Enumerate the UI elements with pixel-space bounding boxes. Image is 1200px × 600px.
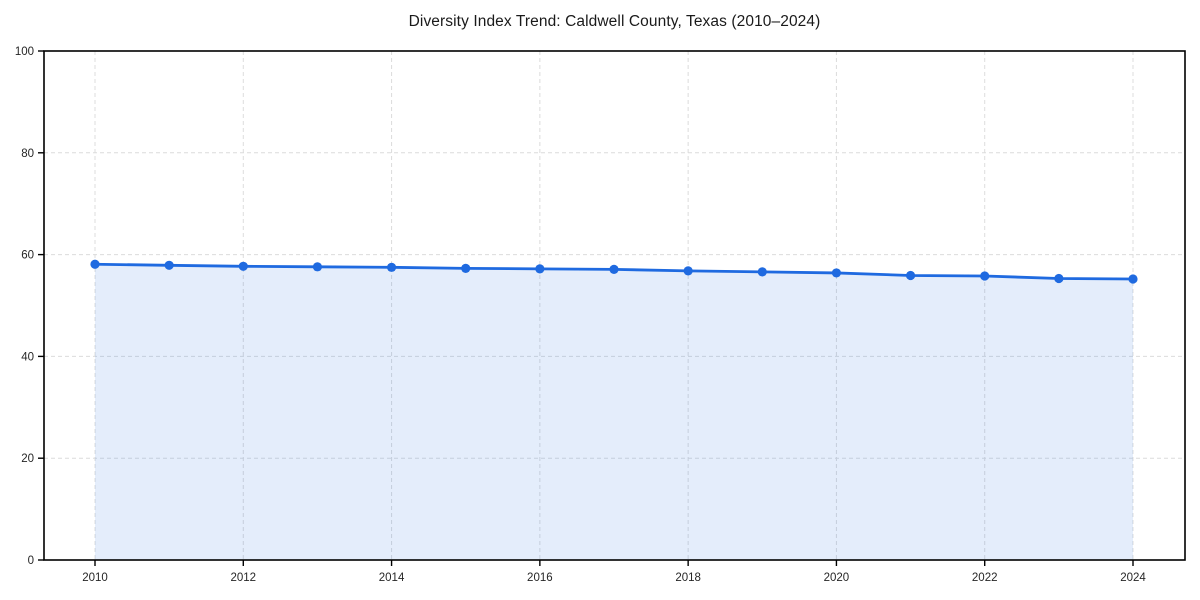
- data-point-marker: [683, 266, 693, 276]
- x-axis-tick-label: 2018: [675, 572, 701, 584]
- x-axis-tick-label: 2010: [82, 572, 108, 584]
- x-axis-tick-label: 2024: [1120, 572, 1146, 584]
- plot-border: [43, 50, 1186, 561]
- y-axis-tick-label: 20: [21, 453, 34, 465]
- axes-group: 0 20 40 60 80 100 2010 2012 2014 2016 2018 2020 2022…: [15, 46, 1186, 584]
- series-area-fill: [95, 264, 1133, 560]
- data-point-marker: [461, 263, 471, 273]
- y-axis-tick-label: 80: [21, 148, 34, 160]
- y-axis-tick-label: 40: [21, 351, 34, 363]
- data-point-marker: [1128, 274, 1138, 284]
- y-axis-tick-label: 0: [28, 555, 34, 567]
- data-point-marker: [905, 270, 916, 281]
- x-axis-tick-label: 2016: [527, 572, 553, 584]
- x-axis-tick-label: 2012: [230, 572, 256, 584]
- data-point-marker: [164, 260, 174, 270]
- area-fill-group: [95, 264, 1133, 560]
- data-point-marker: [90, 259, 100, 269]
- data-point-marker: [535, 264, 545, 274]
- data-point-marker: [1054, 273, 1064, 284]
- y-axis-tick-label: 60: [21, 250, 34, 262]
- chart-title: Diversity Index Trend: Caldwell County, …: [408, 13, 821, 30]
- data-point-marker: [312, 262, 323, 272]
- data-point-marker: [831, 268, 842, 278]
- data-point-marker: [980, 271, 990, 281]
- x-axis-tick-label: 2020: [824, 572, 850, 584]
- data-point-marker: [386, 262, 397, 272]
- markers-group: [90, 259, 1138, 284]
- data-point-marker: [757, 267, 767, 277]
- data-point-marker: [609, 264, 619, 274]
- x-axis-tick-label: 2014: [379, 572, 405, 584]
- x-axis-tick-label: 2022: [972, 572, 998, 584]
- data-point-marker: [238, 261, 248, 271]
- y-axis-tick-label: 100: [15, 46, 34, 58]
